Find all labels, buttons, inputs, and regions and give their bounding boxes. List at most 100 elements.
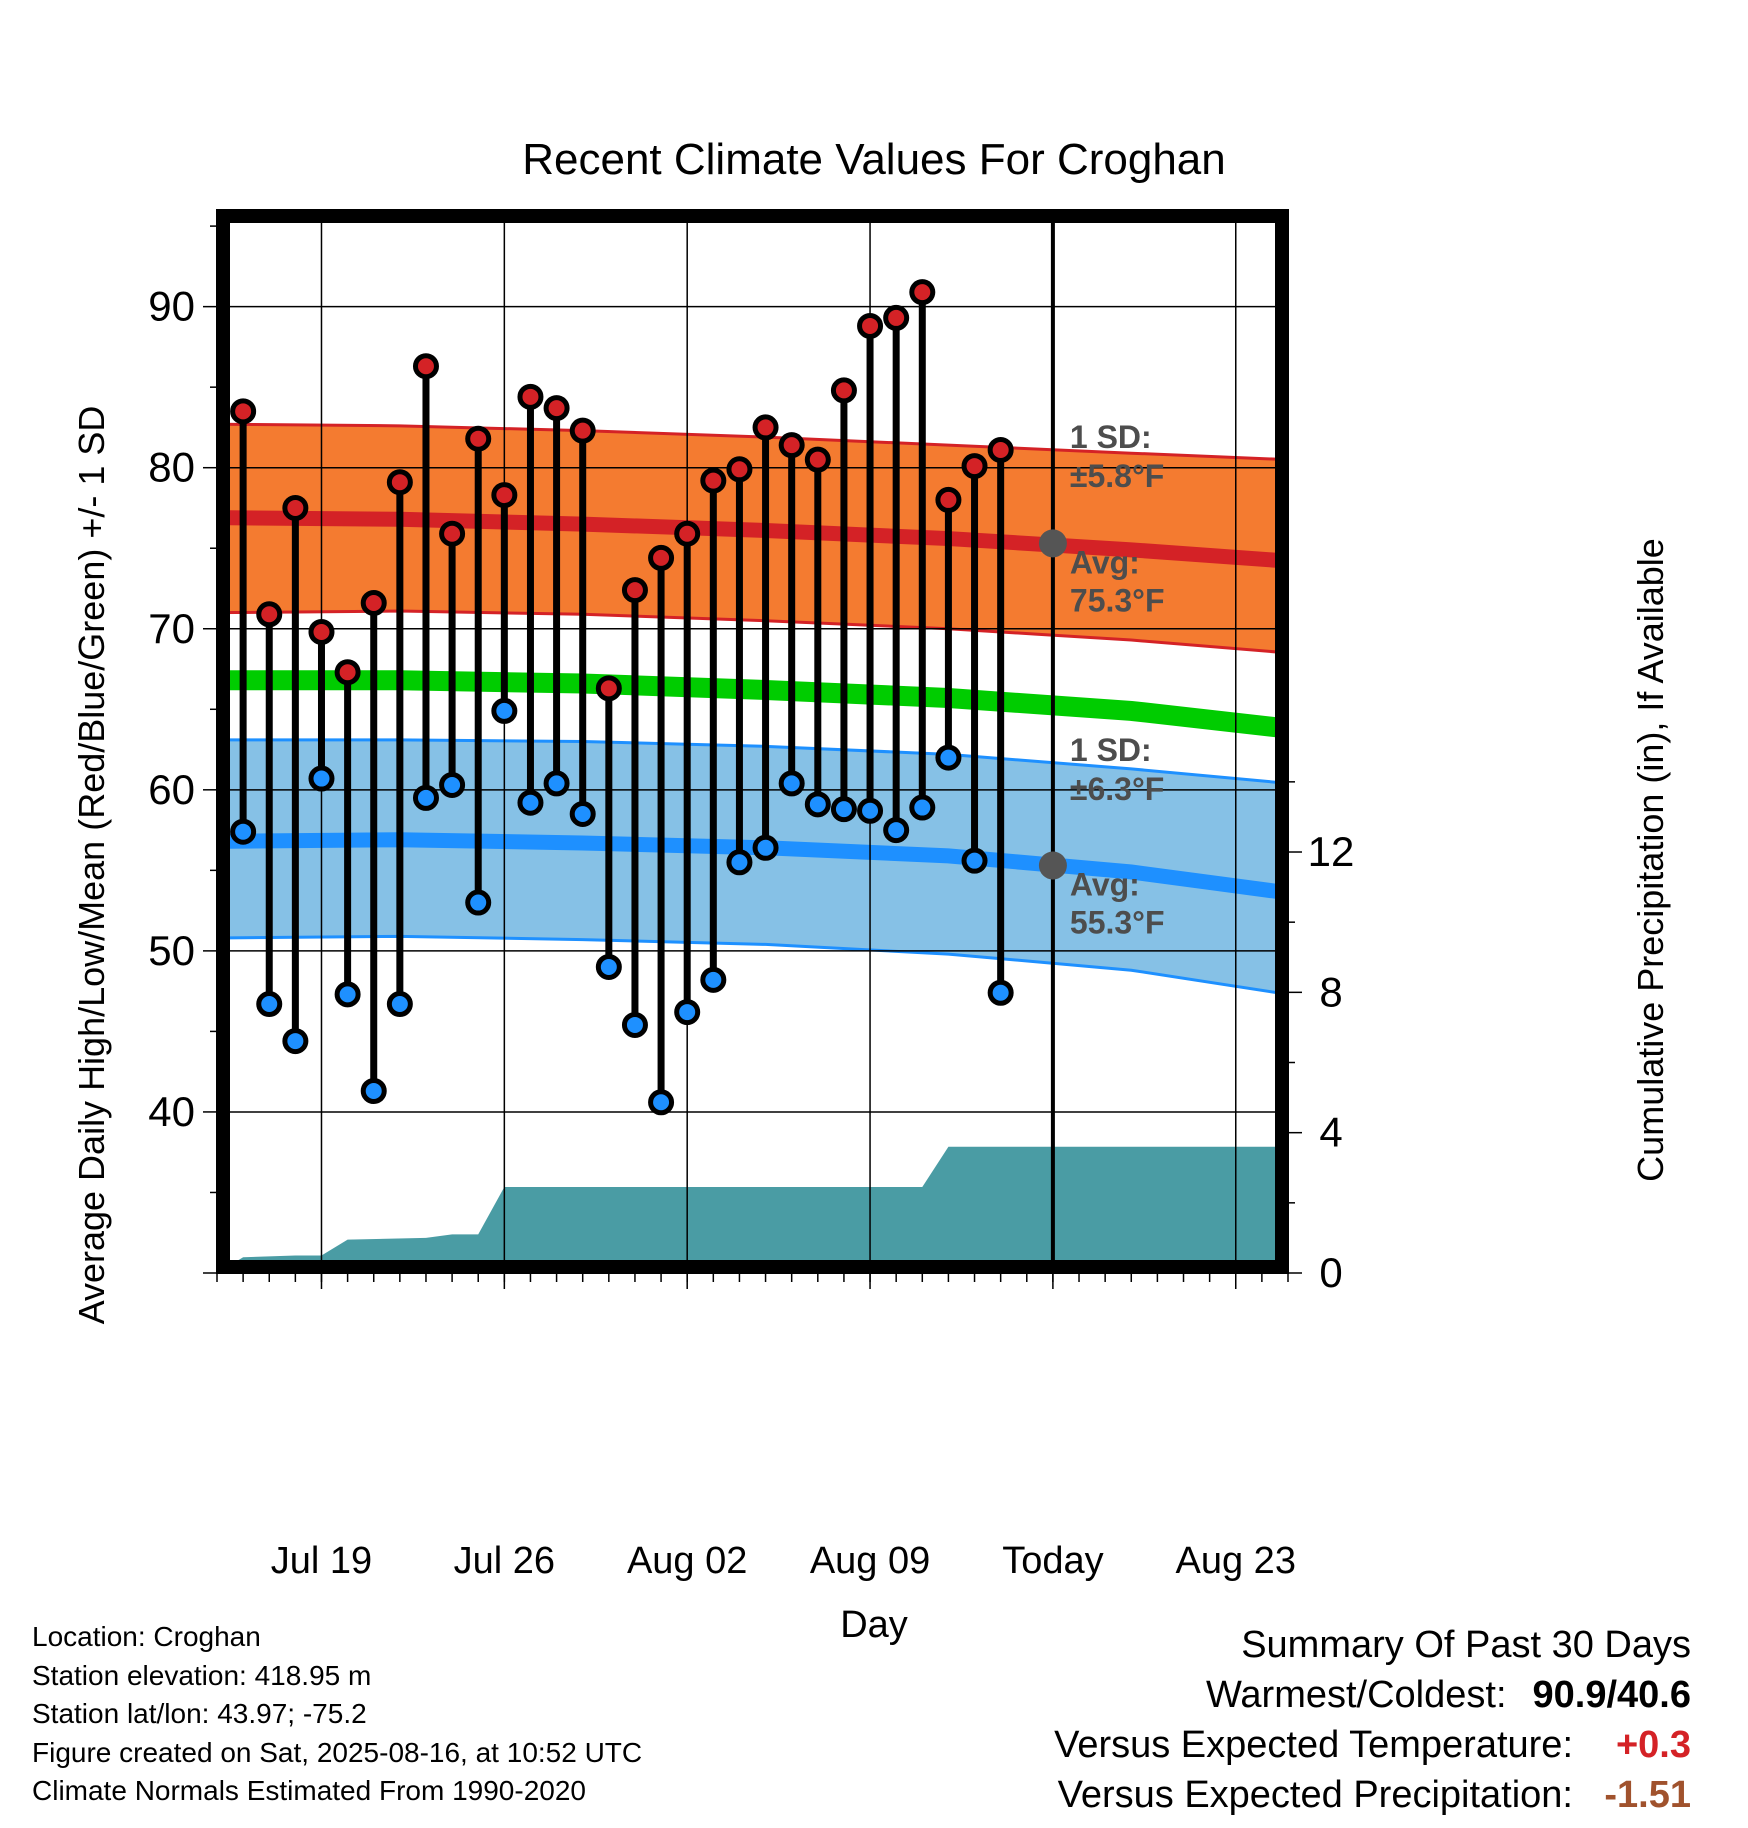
daily-low-point	[360, 1078, 387, 1105]
daily-low-point	[778, 770, 805, 797]
daily-high-point	[883, 304, 910, 331]
daily-high-point	[360, 589, 387, 616]
daily-low-point	[700, 966, 727, 993]
daily-low-point	[491, 697, 518, 724]
today-low-avg-marker	[1038, 851, 1067, 880]
daily-low-point	[412, 784, 439, 811]
summary-precip: Versus Expected Precipitation: -1.51	[1054, 1770, 1691, 1820]
y-tick-label: 80	[148, 444, 195, 491]
days-window-label: 30	[1065, 1377, 1105, 1418]
daily-high-point	[909, 279, 936, 306]
temp-vs-expected-label: Versus Expected Temperature:	[1054, 1724, 1573, 1766]
daily-high-point	[386, 469, 413, 496]
daily-low-point	[465, 889, 492, 916]
daily-high-point	[465, 425, 492, 452]
daily-high-point	[569, 417, 596, 444]
plot-frame	[216, 209, 1289, 1274]
temp-vs-expected-value: +0.3	[1615, 1724, 1691, 1766]
low-sd-value: ±6.3°F	[1070, 771, 1164, 807]
daily-high-point	[752, 414, 779, 441]
daily-high-point	[778, 432, 805, 459]
high-avg-label: Avg:	[1070, 544, 1140, 580]
daily-high-point	[935, 486, 962, 513]
daily-high-point	[412, 353, 439, 380]
daily-high-point	[282, 494, 309, 521]
low-avg-value: 55.3°F	[1070, 905, 1165, 941]
y-tick-label: 60	[148, 766, 195, 813]
daily-high-point	[987, 436, 1014, 463]
daily-low-point	[282, 1028, 309, 1055]
daily-high-point	[700, 467, 727, 494]
summary-temp: Versus Expected Temperature: +0.3	[1054, 1720, 1691, 1770]
y2-tick-label: 12	[1308, 828, 1355, 875]
high-sd-band	[217, 424, 1288, 653]
high-avg-value: 75.3°F	[1070, 582, 1165, 618]
summary-warmest-coldest: Warmest/Coldest: 90.9/40.6	[1054, 1670, 1691, 1720]
daily-high-point	[804, 446, 831, 473]
daily-low-point	[987, 979, 1014, 1006]
daily-high-point	[256, 601, 283, 628]
daily-high-point	[308, 618, 335, 645]
y-tick-label: 70	[148, 605, 195, 652]
daily-high-point	[439, 520, 466, 547]
precip-area	[217, 1146, 1288, 1273]
x-tick-label: Jul 26	[454, 1540, 555, 1582]
daily-low-point	[569, 800, 596, 827]
y-tick-label: 40	[148, 1088, 195, 1135]
created-text: Figure created on Sat, 2025-08-16, at 10…	[32, 1736, 643, 1768]
station-info: Location: Croghan Station elevation: 418…	[32, 1618, 642, 1811]
daily-high-point	[595, 675, 622, 702]
daily-high-point	[674, 520, 701, 547]
daily-low-point	[674, 999, 701, 1026]
high-sd-value: ±5.8°F	[1070, 458, 1164, 494]
daily-low-point	[621, 1011, 648, 1038]
chart-title: Recent Climate Values For Croghan	[522, 135, 1226, 184]
elevation-text: Station elevation: 418.95 m	[32, 1659, 372, 1691]
daily-low-point	[830, 796, 857, 823]
daily-low-point	[726, 849, 753, 876]
daily-low-point	[804, 791, 831, 818]
daily-high-point	[491, 482, 518, 509]
low-sd-label: 1 SD:	[1070, 732, 1152, 768]
daily-low-point	[230, 818, 257, 845]
daily-low-point	[857, 797, 884, 824]
daily-high-point	[648, 544, 675, 571]
y2-tick-label: 4	[1319, 1109, 1342, 1156]
daily-low-point	[308, 765, 335, 792]
daily-low-point	[935, 744, 962, 771]
x-axis-label: Day	[840, 1604, 908, 1646]
daily-high-point	[961, 453, 988, 480]
low-avg-label: Avg:	[1070, 867, 1140, 903]
daily-high-point	[857, 312, 884, 339]
normals-period-text: Climate Normals Estimated From 1990-2020	[32, 1775, 586, 1806]
precip-vs-expected-label: Versus Expected Precipitation:	[1057, 1774, 1573, 1816]
daily-low-point	[961, 847, 988, 874]
daily-low-point	[752, 834, 779, 861]
daily-low-point	[648, 1089, 675, 1116]
daily-low-point	[334, 981, 361, 1008]
daily-high-point	[621, 577, 648, 604]
daily-high-point	[517, 383, 544, 410]
daily-high-point	[830, 377, 857, 404]
x-tick-label: Aug 09	[810, 1540, 930, 1582]
today-high-avg-marker	[1038, 529, 1067, 558]
summary-panel: Summary Of Past 30 Days Warmest/Coldest:…	[1054, 1620, 1691, 1820]
daily-low-point	[517, 789, 544, 816]
low-sd-band	[217, 739, 1288, 995]
daily-low-point	[386, 991, 413, 1018]
daily-low-point	[439, 771, 466, 798]
x-tick-label: Aug 23	[1176, 1540, 1296, 1582]
daily-low-point	[543, 770, 570, 797]
precip-vs-expected-value: -1.51	[1604, 1774, 1691, 1816]
y-axis-label: Average Daily High/Low/Mean (Red/Blue/Gr…	[71, 406, 112, 1325]
y-tick-label: 50	[148, 927, 195, 974]
daily-high-point	[334, 659, 361, 686]
y2-axis-label: Cumulative Precipitation (in), If Availa…	[1630, 538, 1671, 1182]
high-sd-label: 1 SD:	[1070, 419, 1152, 455]
latlon-text: Station lat/lon: 43.97; -75.2	[32, 1698, 367, 1729]
daily-low-point	[595, 953, 622, 980]
y2-tick-label: 8	[1319, 968, 1342, 1015]
daily-low-point	[909, 794, 936, 821]
